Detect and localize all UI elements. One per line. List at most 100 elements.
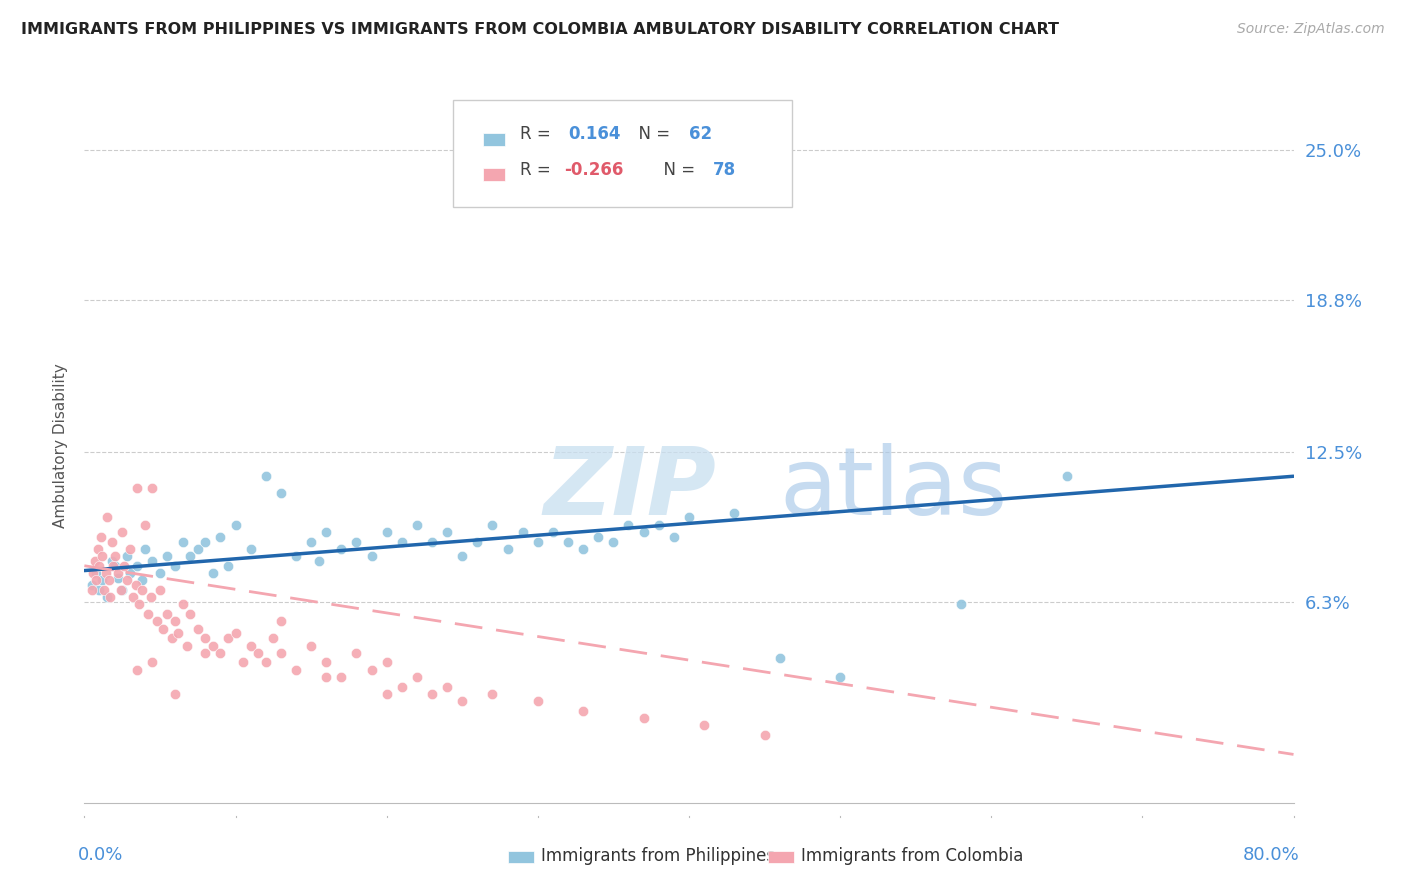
- Point: [633, 711, 655, 725]
- Point: [165, 615, 187, 629]
- Point: [84, 554, 107, 568]
- Point: [406, 517, 429, 532]
- Point: [391, 534, 413, 549]
- Point: [118, 541, 141, 556]
- Point: [346, 646, 368, 660]
- Point: [285, 663, 308, 677]
- Point: [375, 656, 398, 670]
- Point: [125, 578, 148, 592]
- Point: [82, 566, 104, 580]
- Point: [80, 582, 103, 597]
- Point: [360, 549, 382, 563]
- Point: [112, 558, 135, 573]
- Point: [94, 566, 117, 580]
- Point: [201, 566, 224, 580]
- Point: [194, 646, 217, 660]
- Point: [111, 582, 134, 597]
- Point: [104, 558, 127, 573]
- Point: [375, 524, 398, 539]
- Point: [91, 549, 114, 563]
- FancyBboxPatch shape: [484, 169, 505, 181]
- Point: [239, 639, 262, 653]
- Text: IMMIGRANTS FROM PHILIPPINES VS IMMIGRANTS FROM COLOMBIA AMBULATORY DISABILITY CO: IMMIGRANTS FROM PHILIPPINES VS IMMIGRANT…: [21, 22, 1059, 37]
- Point: [830, 670, 852, 684]
- Point: [141, 656, 163, 670]
- Point: [91, 574, 114, 588]
- Point: [754, 728, 776, 742]
- Point: [217, 558, 239, 573]
- Text: 80.0%: 80.0%: [1243, 846, 1299, 863]
- Point: [156, 607, 179, 621]
- Point: [247, 646, 270, 660]
- Point: [360, 663, 382, 677]
- Point: [141, 481, 163, 495]
- Point: [225, 626, 247, 640]
- Point: [527, 694, 550, 708]
- Text: atlas: atlas: [780, 442, 1008, 535]
- Point: [254, 469, 277, 483]
- FancyBboxPatch shape: [768, 851, 794, 863]
- Point: [80, 578, 103, 592]
- Point: [87, 541, 110, 556]
- Point: [165, 558, 187, 573]
- Point: [299, 534, 322, 549]
- Point: [86, 574, 108, 588]
- Point: [89, 558, 111, 573]
- Point: [115, 549, 138, 563]
- Point: [167, 626, 190, 640]
- Point: [527, 534, 550, 549]
- Point: [769, 650, 792, 665]
- Point: [100, 554, 122, 568]
- Point: [481, 687, 503, 701]
- Point: [496, 541, 519, 556]
- Point: [127, 481, 149, 495]
- Point: [391, 680, 413, 694]
- Point: [131, 582, 153, 597]
- Point: [160, 632, 183, 646]
- Point: [648, 517, 671, 532]
- Point: [90, 530, 112, 544]
- Point: [172, 598, 194, 612]
- FancyBboxPatch shape: [484, 133, 505, 145]
- Point: [678, 510, 700, 524]
- Point: [141, 554, 163, 568]
- Text: R =: R =: [520, 125, 561, 143]
- Point: [330, 541, 353, 556]
- Point: [149, 582, 172, 597]
- Point: [118, 566, 141, 580]
- Point: [131, 574, 153, 588]
- Point: [420, 534, 443, 549]
- Point: [315, 524, 337, 539]
- Text: N =: N =: [628, 125, 676, 143]
- Point: [572, 541, 595, 556]
- Point: [451, 549, 474, 563]
- Y-axis label: Ambulatory Disability: Ambulatory Disability: [53, 364, 69, 528]
- Point: [176, 639, 198, 653]
- Point: [572, 704, 595, 718]
- Point: [136, 607, 159, 621]
- Point: [406, 670, 429, 684]
- Point: [588, 530, 610, 544]
- Point: [146, 615, 169, 629]
- Point: [270, 486, 292, 500]
- Point: [420, 687, 443, 701]
- Point: [93, 582, 115, 597]
- Point: [194, 534, 217, 549]
- Point: [115, 574, 138, 588]
- Point: [128, 598, 150, 612]
- Point: [96, 510, 118, 524]
- Point: [262, 632, 284, 646]
- Point: [100, 534, 122, 549]
- Point: [89, 582, 111, 597]
- Point: [121, 590, 143, 604]
- Point: [107, 571, 129, 585]
- FancyBboxPatch shape: [508, 851, 534, 863]
- Point: [209, 530, 232, 544]
- Point: [209, 646, 232, 660]
- Text: 62: 62: [689, 125, 711, 143]
- Point: [330, 670, 353, 684]
- Point: [86, 566, 108, 580]
- Point: [217, 632, 239, 646]
- Point: [232, 656, 254, 670]
- Text: N =: N =: [652, 161, 700, 178]
